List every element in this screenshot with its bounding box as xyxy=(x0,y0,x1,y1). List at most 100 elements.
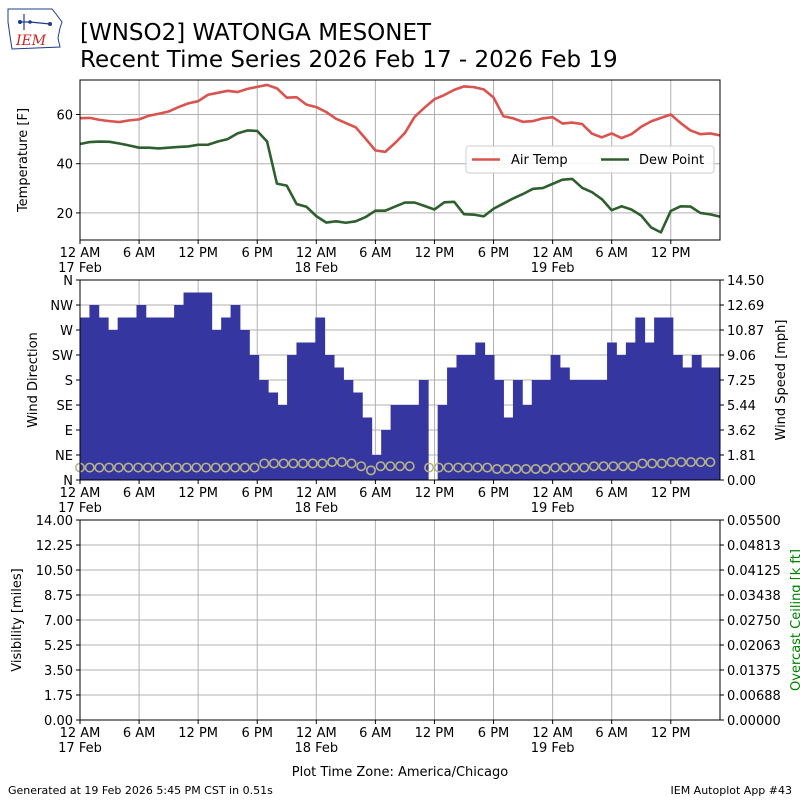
x-tick-label: 12 PM xyxy=(651,486,691,501)
x-tick-label: 6 AM xyxy=(359,726,392,741)
wind-direction-bar xyxy=(211,330,222,480)
visibility-tick-label: 5.25 xyxy=(44,639,73,654)
temperature-legend: Air Temp Dew Point xyxy=(465,145,715,174)
wind-speed-marker xyxy=(637,458,648,469)
wind-speed-marker xyxy=(647,458,658,469)
wind-direction-bar xyxy=(409,405,420,480)
wind-direction-bar xyxy=(98,317,109,480)
x-tick-label: 6 AM xyxy=(123,486,156,501)
wind-direction-bar xyxy=(390,405,401,480)
wind-direction-bar xyxy=(145,317,156,480)
wind-direction-bar xyxy=(324,355,335,480)
wind-speed-marker xyxy=(482,462,493,473)
wind-speed-marker xyxy=(152,462,163,473)
wind-direction-bar xyxy=(287,355,297,480)
wind-speed-marker xyxy=(511,463,522,474)
wind-direction-bar xyxy=(268,392,279,480)
wind-speed-marker xyxy=(433,462,444,473)
visibility-axis-label: Visibility [miles] xyxy=(10,568,25,671)
visibility-tick-label: 1.75 xyxy=(44,689,73,704)
speed-tick-label: 10.87 xyxy=(727,324,764,339)
x-tick-label: 12 PM xyxy=(415,726,455,741)
wind-direction-bar xyxy=(127,317,137,480)
wind-speed-marker xyxy=(375,461,386,472)
wind-direction-bar xyxy=(437,405,448,480)
wind-direction-bar xyxy=(616,355,627,480)
x-tick-label: 12 AM xyxy=(296,246,337,261)
speed-tick-label: 14.50 xyxy=(727,274,764,289)
wind-direction-bar xyxy=(183,292,194,480)
wind-speed-marker xyxy=(618,461,629,472)
temperature-plot-frame xyxy=(79,79,721,241)
direction-tick-label: S xyxy=(65,374,73,389)
chart-subtitle: Recent Time Series 2026 Feb 17 - 2026 Fe… xyxy=(80,47,618,73)
wind-direction-bar xyxy=(352,392,363,480)
wind-speed-marker xyxy=(472,462,483,473)
air-temp-line xyxy=(79,83,721,154)
x-tick-label: 6 PM xyxy=(478,246,509,261)
ceiling-axis-label: Overcast Ceiling [k ft] xyxy=(789,549,800,691)
wind-speed-marker xyxy=(453,462,464,473)
wind-speed-marker xyxy=(142,462,153,473)
x-tick-label: 6 AM xyxy=(595,486,628,501)
wind-speed-marker xyxy=(521,463,532,474)
wind-direction-bar xyxy=(682,367,693,480)
x-axis-label: Plot Time Zone: America/Chicago xyxy=(292,765,508,780)
wind-speed-marker xyxy=(365,465,376,476)
direction-tick-label: NW xyxy=(50,299,73,314)
wind-direction-bar xyxy=(381,430,391,480)
wind-direction-bar xyxy=(447,367,457,480)
wind-speed-marker xyxy=(133,462,144,473)
wind-speed-marker xyxy=(220,462,231,473)
wind-speed-marker xyxy=(278,458,289,469)
wind-direction-bar xyxy=(136,305,147,480)
wind-speed-marker xyxy=(171,462,182,473)
speed-tick-label: 12.69 xyxy=(727,299,764,314)
wind-direction-bar xyxy=(569,380,580,480)
y-tick-label: 40 xyxy=(56,158,73,173)
wind-direction-bar xyxy=(418,380,429,480)
wind-direction-bar xyxy=(240,330,250,480)
wind-direction-bar xyxy=(607,342,617,480)
wind-direction-bar xyxy=(550,355,561,480)
app-note: IEM Autoplot App #43 xyxy=(671,784,793,797)
ceiling-tick-label: 0.03438 xyxy=(727,589,781,604)
wind-speed-marker xyxy=(356,461,367,472)
wind-direction-bar xyxy=(192,292,203,480)
wind-speed-marker xyxy=(394,461,405,472)
wind-speed-marker xyxy=(608,461,619,472)
wind-speed-marker xyxy=(404,461,415,472)
wind-speed-marker xyxy=(530,463,541,474)
wind-direction-bar xyxy=(644,342,655,480)
wind-speed-marker xyxy=(346,458,357,469)
x-tick-date: 17 Feb xyxy=(58,261,102,276)
wind-direction-bar xyxy=(701,367,711,480)
direction-tick-label: N xyxy=(63,274,73,289)
generated-note: Generated at 19 Feb 2026 5:45 PM CST in … xyxy=(8,784,273,797)
x-tick-date: 18 Feb xyxy=(294,501,338,516)
x-tick-date: 19 Feb xyxy=(531,261,575,276)
wind-speed-marker xyxy=(666,457,677,468)
visibility-tick-label: 0.00 xyxy=(44,714,73,729)
wind-direction-bar xyxy=(174,305,184,480)
x-tick-label: 12 AM xyxy=(532,486,573,501)
visibility-tick-label: 12.25 xyxy=(36,539,73,554)
wind-direction-bar xyxy=(578,380,589,480)
wind-direction-bar xyxy=(249,355,260,480)
visibility-tick-label: 7.00 xyxy=(44,614,73,629)
wind-speed-marker xyxy=(201,462,212,473)
wind-direction-bar xyxy=(202,292,213,480)
x-tick-label: 12 AM xyxy=(60,246,101,261)
wind-speed-marker xyxy=(239,462,250,473)
wind-direction-bar xyxy=(296,342,307,480)
wind-direction-bar xyxy=(484,355,495,480)
x-tick-label: 6 AM xyxy=(123,246,156,261)
ceiling-tick-label: 0.02750 xyxy=(727,614,781,629)
legend-air-temp: Air Temp xyxy=(511,153,568,168)
x-tick-label: 6 PM xyxy=(241,486,272,501)
speed-tick-label: 3.62 xyxy=(727,424,756,439)
wind-direction-bar xyxy=(625,342,636,480)
wind-direction-bar xyxy=(89,305,100,480)
